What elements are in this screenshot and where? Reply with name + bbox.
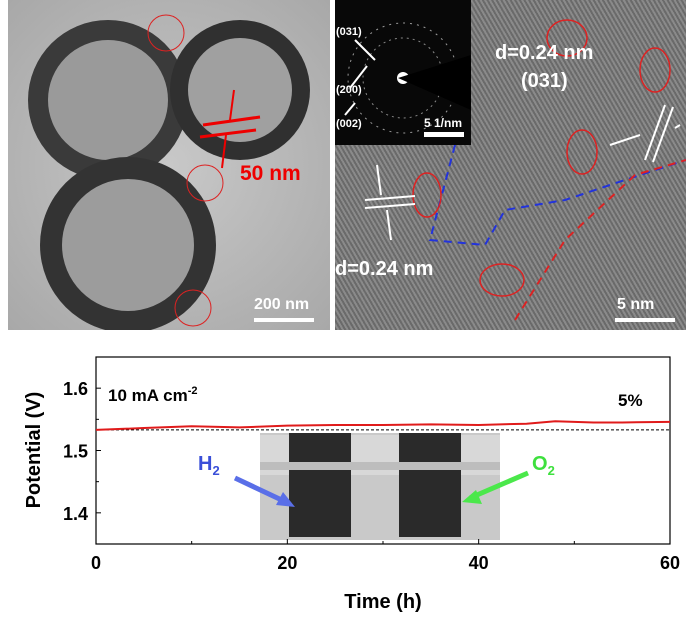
tem-scale-bar: 200 nm <box>254 296 310 313</box>
x-tick-label: 60 <box>660 553 680 573</box>
d-spacing-label-1: d=0.24 nm <box>495 42 594 64</box>
plane-label: (031) <box>521 70 568 92</box>
x-axis-label: Time (h) <box>344 591 421 613</box>
h2-label: H2 <box>198 453 220 478</box>
hrtem-annotations <box>335 0 686 322</box>
saed-label-002: (002) <box>336 118 362 130</box>
x-tick-label: 20 <box>277 553 297 573</box>
hrtem-scale-bar: 5 nm <box>617 296 655 313</box>
x-tick-label: 40 <box>469 553 489 573</box>
percent-label: 5% <box>618 391 643 410</box>
current-density-label: 10 mA cm-2 <box>108 385 197 405</box>
series-line-potential <box>95 420 671 431</box>
y-tick-label: 1.6 <box>63 379 88 399</box>
potential-chart: 0 20 40 60 1.4 1.5 1.6 10 mA cm-2 5% H2 O2 Pot… <box>23 356 680 613</box>
o2-arrowhead <box>462 490 482 504</box>
o2-arrow <box>469 470 529 501</box>
saed-label-200: (200) <box>336 84 362 96</box>
tem-image: 50 nm 200 nm <box>8 0 330 330</box>
thickness-label: 50 nm <box>240 162 301 185</box>
d-spacing-label-2: d=0.24 nm <box>335 258 434 280</box>
h2-arrowhead <box>276 492 295 507</box>
saed-scale-bar: 5 1/nm <box>424 116 463 130</box>
electrolysis-photo-inset <box>260 433 500 540</box>
x-tick-label: 0 <box>91 553 101 573</box>
tem-particles <box>28 14 314 330</box>
y-tick-label: 1.5 <box>63 442 88 462</box>
saed-label-031: (031) <box>336 26 362 38</box>
y-axis-label: Potential (V) <box>23 392 45 509</box>
o2-label: O2 <box>532 453 555 478</box>
hrtem-image: (031) (200) (002) 5 1/nm d=0.24 nm (031)… <box>335 0 686 330</box>
h2-arrow <box>233 475 290 506</box>
y-tick-label: 1.4 <box>63 504 88 524</box>
